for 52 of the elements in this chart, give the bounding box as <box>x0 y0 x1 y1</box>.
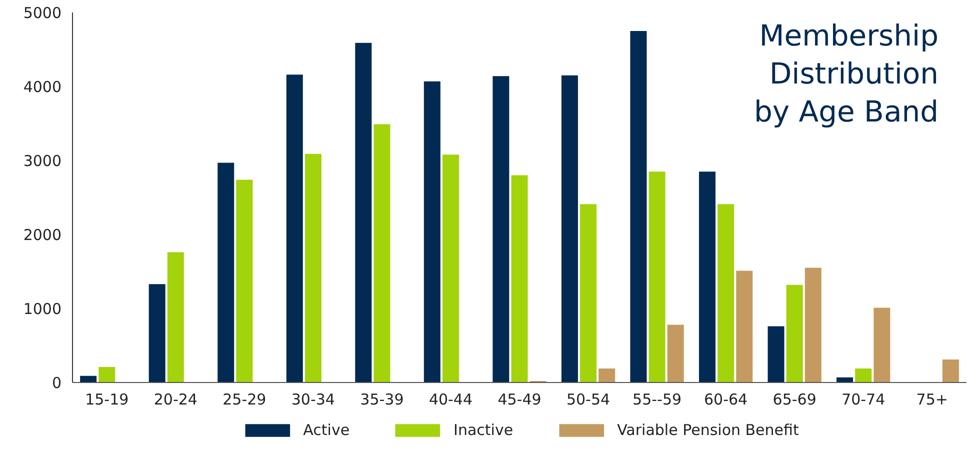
x-tick-label: 25-29 <box>222 390 266 408</box>
bar <box>218 162 234 382</box>
bar <box>304 154 322 382</box>
y-tick-label: 2000 <box>23 226 62 244</box>
bar <box>561 75 578 382</box>
x-tick-label: 30-34 <box>291 390 335 408</box>
bar <box>286 74 303 382</box>
legend-label: Active <box>303 421 350 439</box>
bar <box>667 324 684 382</box>
bar <box>236 180 253 382</box>
bar <box>648 172 666 382</box>
bar <box>492 76 510 382</box>
x-tick-label: 20-24 <box>154 390 198 408</box>
bar <box>374 124 390 382</box>
y-tick-label: 0 <box>52 374 62 392</box>
legend-label: Variable Pension Benefit <box>617 421 799 439</box>
x-tick-label: 35-39 <box>360 390 404 408</box>
x-tick-label: 55--59 <box>632 390 682 408</box>
x-tick-label: 50-54 <box>566 390 610 408</box>
bar <box>698 172 716 382</box>
bar <box>580 204 597 382</box>
bar <box>874 308 890 382</box>
bar <box>718 204 734 382</box>
x-tick-label: 70-74 <box>842 390 886 408</box>
bar <box>167 252 184 382</box>
bar <box>804 268 822 382</box>
bar <box>442 154 459 382</box>
y-tick-label: 1000 <box>23 300 62 318</box>
y-tick-label: 4000 <box>23 78 62 96</box>
bar <box>736 270 753 382</box>
bar <box>786 284 803 382</box>
x-tick-label: 40-44 <box>428 390 473 408</box>
x-tick-label: 45-49 <box>498 390 542 408</box>
bar <box>942 360 959 382</box>
bar <box>511 175 528 382</box>
bar <box>768 326 784 382</box>
x-tick-label: 15-19 <box>85 390 129 408</box>
bar <box>424 81 440 382</box>
bar <box>598 368 616 382</box>
bar <box>80 376 97 382</box>
x-tick-label: 75+ <box>916 390 948 408</box>
bar <box>98 366 116 382</box>
bar <box>148 284 166 382</box>
bar <box>855 368 872 382</box>
x-tick-label: 65-69 <box>772 390 816 408</box>
bar <box>630 31 647 382</box>
y-tick-label: 5000 <box>23 4 62 22</box>
bar <box>355 42 372 382</box>
text: Membership Distribution by Age Band <box>754 18 939 128</box>
y-tick-label: 3000 <box>23 152 62 170</box>
x-tick-label: 60-64 <box>704 390 748 408</box>
legend-label: Inactive <box>454 421 514 439</box>
